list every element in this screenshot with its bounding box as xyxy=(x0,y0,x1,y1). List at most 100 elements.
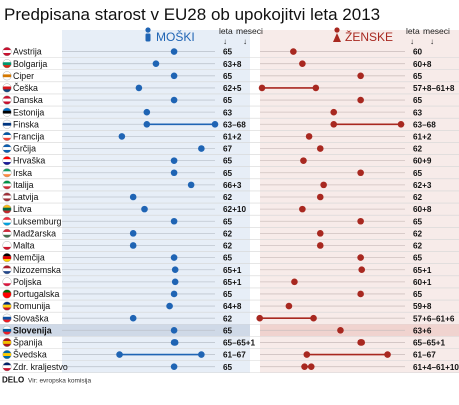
men-point xyxy=(143,108,151,116)
flag-stripes xyxy=(2,216,12,226)
man-icon xyxy=(145,27,151,42)
flag-stripes xyxy=(2,265,12,275)
flag-stripes xyxy=(2,241,12,250)
flag-stripe xyxy=(2,368,12,371)
flag-stripe xyxy=(2,326,12,330)
flag-stripe xyxy=(2,319,12,323)
women-value-label: 61+4–61+10 xyxy=(413,363,459,372)
flag-outline xyxy=(2,144,12,154)
men-value-label: 65 xyxy=(223,217,233,226)
men-value-label: 62+10 xyxy=(223,205,246,214)
country-label: Madžarska xyxy=(13,228,56,238)
men-years-arrow: ↓ xyxy=(223,37,227,46)
country-label: Irska xyxy=(13,168,32,178)
country-label: Zdr. kraljestvo xyxy=(13,362,68,372)
men-point xyxy=(198,145,205,152)
women-point xyxy=(303,351,311,358)
flag-icon xyxy=(2,240,12,250)
flag-outline xyxy=(2,204,12,214)
flag-stripe xyxy=(2,289,12,293)
women-point xyxy=(358,266,366,274)
women-value-label: 60+8 xyxy=(413,205,432,214)
men-point xyxy=(170,169,178,177)
flag-icon xyxy=(2,265,12,275)
men-value-label: 65 xyxy=(223,157,233,166)
men-value-label: 62 xyxy=(223,193,233,202)
flag-stripe xyxy=(2,343,12,347)
men-point xyxy=(118,133,126,140)
flag-outline xyxy=(2,265,12,275)
flag-stripe xyxy=(2,350,12,354)
women-point xyxy=(357,96,364,104)
flag-outline xyxy=(2,350,12,360)
flag-stripe xyxy=(2,125,12,129)
country-label: Latvija xyxy=(13,192,39,202)
flag-icon xyxy=(2,156,12,166)
flag-stripe xyxy=(2,183,12,187)
flag-stripe xyxy=(2,365,12,369)
flag-stripe xyxy=(2,341,12,345)
men-value-label: 65 xyxy=(223,254,233,263)
flag-stripe xyxy=(2,62,12,66)
women-value-label: 65 xyxy=(413,254,423,263)
flag-stripe xyxy=(2,171,12,175)
women-point xyxy=(316,193,324,201)
flag-stripe xyxy=(2,198,12,202)
women-point xyxy=(316,230,324,237)
flag-stripe xyxy=(2,219,12,223)
women-value-label: 60+9 xyxy=(413,157,432,166)
flag-outline xyxy=(2,131,12,141)
flag-stripe xyxy=(2,241,12,245)
women-point xyxy=(357,254,364,261)
women-value-label: 65 xyxy=(413,96,423,105)
men-value-label: 65 xyxy=(223,169,233,178)
flag-stripes xyxy=(2,83,12,93)
men-value-label: 65 xyxy=(223,363,233,372)
women-value-label: 62 xyxy=(413,193,423,202)
flag-icon xyxy=(2,253,12,263)
country-label: Bolgarija xyxy=(13,59,47,69)
flag-stripes xyxy=(2,326,12,335)
flag-stripes xyxy=(2,338,12,347)
flag-stripe xyxy=(2,147,12,151)
women-header: ŽENSKE xyxy=(345,29,393,44)
women-value-label: 63+6 xyxy=(413,326,432,335)
flag-stripe xyxy=(2,307,12,311)
flag-stripe xyxy=(2,331,12,335)
flag-stripe xyxy=(2,271,12,275)
flag-stripe xyxy=(2,280,12,284)
flag-outline xyxy=(2,156,12,166)
men-point xyxy=(211,120,219,128)
flag-outline xyxy=(2,362,12,372)
men-point xyxy=(143,120,151,128)
men-value-label: 65 xyxy=(223,48,233,57)
flag-stripe xyxy=(2,71,12,75)
women-point xyxy=(258,84,266,92)
country-label: Nemčija xyxy=(13,253,45,263)
flag-stripes xyxy=(2,253,12,262)
women-col-years: leta xyxy=(406,26,420,36)
men-value-label: 67 xyxy=(223,145,233,154)
country-label: Grčija xyxy=(13,144,36,154)
women-point xyxy=(337,327,344,334)
flag-icon xyxy=(2,301,12,311)
women-point xyxy=(330,120,338,128)
men-point xyxy=(170,327,178,334)
flag-stripes xyxy=(2,301,12,311)
women-value-label: 65+1 xyxy=(413,266,432,275)
flag-stripe xyxy=(2,204,12,208)
women-col-months: meseci xyxy=(423,26,450,36)
men-point xyxy=(135,84,143,92)
country-label: Luksemburg xyxy=(13,216,62,226)
flag-stripe xyxy=(2,156,12,160)
flag-stripe xyxy=(2,134,12,139)
country-label: Finska xyxy=(13,119,39,129)
flag-icon xyxy=(2,204,12,214)
flag-icon xyxy=(2,216,12,226)
women-point xyxy=(316,242,324,249)
flag-stripes xyxy=(2,47,12,56)
flag-stripes xyxy=(2,350,12,359)
flag-outline xyxy=(2,228,12,238)
men-point xyxy=(170,96,178,104)
flag-stripes xyxy=(2,192,12,202)
